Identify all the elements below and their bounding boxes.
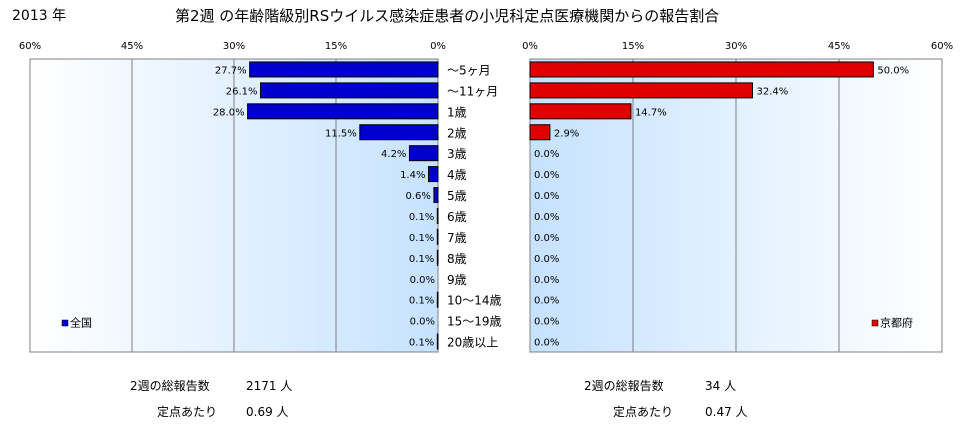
kyoto-data-label: 0.0% bbox=[534, 149, 559, 160]
national-plot-border bbox=[29, 58, 439, 353]
right-total-label: 2週の総報告数 bbox=[584, 379, 664, 393]
national-bar bbox=[260, 82, 439, 99]
national-data-label: 0.1% bbox=[409, 296, 434, 307]
kyoto-data-label: 0.0% bbox=[534, 338, 559, 349]
kyoto-legend-label: 京都府 bbox=[880, 316, 913, 330]
category-label: 6歳 bbox=[447, 210, 467, 224]
category-label: 3歳 bbox=[447, 147, 467, 161]
national-legend-marker bbox=[61, 319, 69, 327]
kyoto-data-label: 14.7% bbox=[635, 107, 667, 118]
kyoto-data-label: 50.0% bbox=[877, 65, 909, 76]
national-data-label: 0.0% bbox=[410, 317, 435, 328]
kyoto-tick-label: 45% bbox=[828, 41, 850, 52]
national-data-label: 27.7% bbox=[215, 65, 247, 76]
chart-title: 第2週 の年齢階級別RSウイルス感染症患者の小児科定点医療機関からの報告割合 bbox=[175, 7, 720, 25]
national-tick-label: 45% bbox=[121, 41, 143, 52]
national-data-label: 26.1% bbox=[226, 86, 258, 97]
national-bar bbox=[408, 145, 439, 162]
national-data-label: 0.6% bbox=[406, 191, 431, 202]
kyoto-tick-label: 15% bbox=[622, 41, 644, 52]
national-legend-label: 全国 bbox=[70, 316, 92, 330]
category-label: 10〜14歳 bbox=[447, 294, 502, 308]
national-bar bbox=[436, 333, 439, 350]
category-label: 2歳 bbox=[447, 126, 467, 140]
kyoto-data-label: 2.9% bbox=[554, 128, 579, 139]
national-bar bbox=[249, 61, 439, 78]
kyoto-data-label: 0.0% bbox=[534, 275, 559, 286]
left-total-value: 2171 人 bbox=[246, 379, 293, 393]
category-label: 15〜19歳 bbox=[447, 315, 502, 329]
national-tick-label: 0% bbox=[430, 41, 446, 52]
kyoto-bar bbox=[529, 124, 551, 141]
national-bar bbox=[436, 228, 439, 245]
kyoto-plot-border bbox=[529, 58, 943, 353]
kyoto-data-label: 0.0% bbox=[534, 254, 559, 265]
category-label: 9歳 bbox=[447, 273, 467, 287]
left-per-label: 定点あたり bbox=[157, 405, 218, 419]
kyoto-tick-label: 0% bbox=[522, 41, 538, 52]
category-labels: 〜5ヶ月〜11ヶ月 1歳 2歳 3歳 4歳 5歳 6歳 7歳 8歳 9歳 10〜14歳 15〜19歳 2… bbox=[447, 63, 502, 349]
kyoto-data-label: 0.0% bbox=[534, 296, 559, 307]
national-data-label: 1.4% bbox=[400, 170, 425, 181]
national-data-label: 28.0% bbox=[213, 107, 245, 118]
category-label: 1歳 bbox=[447, 105, 467, 119]
kyoto-legend-marker bbox=[871, 319, 879, 327]
category-label: 5歳 bbox=[447, 189, 467, 203]
year-label: 2013 年 bbox=[12, 8, 67, 24]
category-label: 〜5ヶ月 bbox=[447, 63, 491, 77]
category-label: 20歳以上 bbox=[447, 336, 498, 350]
left-total-label: 2週の総報告数 bbox=[130, 379, 210, 393]
national-data-label: 0.0% bbox=[410, 275, 435, 286]
national-bar bbox=[427, 166, 439, 183]
kyoto-bar bbox=[529, 82, 753, 99]
kyoto-data-label: 32.4% bbox=[756, 86, 788, 97]
right-per-value: 0.47 人 bbox=[705, 405, 748, 419]
national-tick-label: 15% bbox=[325, 41, 347, 52]
left-per-value: 0.69 人 bbox=[246, 405, 289, 419]
kyoto-data-label: 0.0% bbox=[534, 212, 559, 223]
national-bar bbox=[436, 207, 439, 224]
national-bar bbox=[436, 291, 439, 308]
category-label: 4歳 bbox=[447, 168, 467, 182]
national-data-label: 11.5% bbox=[325, 128, 357, 139]
national-data-label: 4.2% bbox=[381, 149, 406, 160]
national-tick-label: 60% bbox=[19, 41, 41, 52]
right-panel-kyoto: 0% 15% 30% 45% 60% 50.0% 32.4% 14.7% 2.9% 0.0% 0.0… bbox=[522, 41, 953, 353]
kyoto-data-label: 0.0% bbox=[534, 233, 559, 244]
national-bar bbox=[359, 124, 439, 141]
national-data-label: 0.1% bbox=[409, 212, 434, 223]
category-label: 8歳 bbox=[447, 252, 467, 266]
left-panel-national: 0% 15% 30% 45% 60% 27.7% 26.1% 28.0% 11.5% 4.2% 1.… bbox=[19, 41, 446, 353]
national-bar bbox=[436, 249, 439, 266]
right-total-value: 34 人 bbox=[705, 379, 737, 393]
kyoto-bar bbox=[529, 61, 874, 78]
national-data-label: 0.1% bbox=[409, 254, 434, 265]
kyoto-data-label: 0.0% bbox=[534, 191, 559, 202]
national-bar bbox=[433, 187, 439, 204]
kyoto-data-label: 0.0% bbox=[534, 317, 559, 328]
category-label: 7歳 bbox=[447, 231, 467, 245]
kyoto-tick-label: 60% bbox=[931, 41, 953, 52]
national-bar bbox=[247, 103, 439, 120]
kyoto-data-label: 0.0% bbox=[534, 170, 559, 181]
national-data-label: 0.1% bbox=[409, 338, 434, 349]
national-tick-label: 30% bbox=[223, 41, 245, 52]
national-data-label: 0.1% bbox=[409, 233, 434, 244]
kyoto-bar bbox=[529, 103, 632, 120]
category-label: 〜11ヶ月 bbox=[447, 84, 498, 98]
right-per-label: 定点あたり bbox=[613, 405, 674, 419]
kyoto-tick-label: 30% bbox=[725, 41, 747, 52]
